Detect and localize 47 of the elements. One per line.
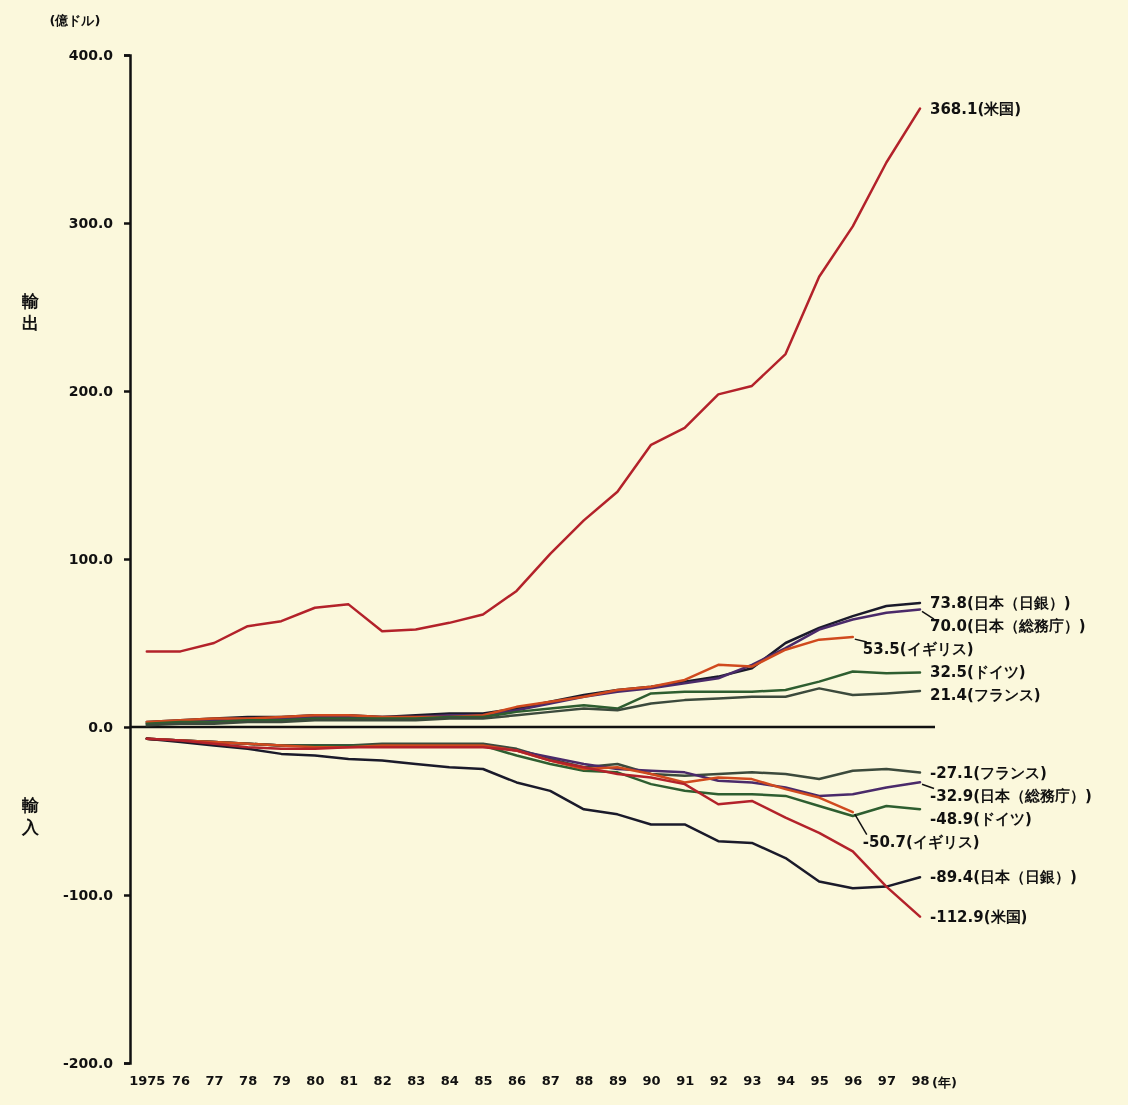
x-tick-label: 98 — [911, 1073, 930, 1089]
text: 輸入 — [20, 795, 40, 837]
x-tick-label: 79 — [272, 1073, 291, 1089]
x-tick-label: 83 — [407, 1073, 426, 1089]
data-label: 368.1(米国) — [930, 99, 1022, 118]
data-label: 32.5(ドイツ) — [930, 663, 1026, 682]
y-tick-label: 0.0 — [88, 718, 114, 735]
x-tick-label: 95 — [810, 1073, 829, 1089]
data-label: -50.7(イギリス) — [862, 832, 980, 851]
x-tick-label: 88 — [575, 1073, 594, 1089]
data-label: -48.9(ドイツ) — [930, 809, 1032, 828]
data-label: -112.9(米国) — [930, 907, 1028, 926]
x-tick-label: 90 — [642, 1073, 661, 1089]
data-label: -27.1(フランス) — [930, 763, 1047, 782]
x-tick-label: 78 — [239, 1073, 258, 1089]
y-tick-label: 200.0 — [68, 382, 114, 399]
x-tick-label: 82 — [373, 1073, 392, 1089]
data-label: 70.0(日本（総務庁）) — [930, 617, 1086, 636]
x-tick-label: 86 — [508, 1073, 527, 1089]
x-tick-label: 80 — [306, 1073, 325, 1089]
x-tick-label: 97 — [877, 1073, 896, 1089]
y-tick-label: -100.0 — [62, 886, 114, 903]
x-tick-label: 1975 — [129, 1073, 166, 1089]
y-tick-label: 100.0 — [68, 550, 114, 567]
x-axis-title: (年) — [932, 1075, 957, 1090]
y-tick-label: 400.0 — [68, 46, 114, 63]
y-axis-title: (億ドル) — [49, 13, 101, 28]
x-tick-label: 93 — [743, 1073, 762, 1089]
x-tick-label: 89 — [608, 1073, 627, 1089]
x-tick-label: 96 — [844, 1073, 863, 1089]
data-label: -89.4(日本（日銀）) — [930, 868, 1077, 887]
x-tick-label: 94 — [776, 1073, 796, 1089]
data-label: -32.9(日本（総務庁）) — [930, 786, 1092, 805]
data-label: 21.4(フランス) — [930, 686, 1041, 705]
y-tick-label: -200.0 — [62, 1054, 114, 1071]
x-tick-label: 92 — [709, 1073, 728, 1089]
y-tick-label: 300.0 — [68, 214, 114, 231]
text: 輸出 — [20, 291, 40, 333]
x-tick-label: 84 — [440, 1073, 459, 1089]
x-tick-label: 81 — [339, 1073, 359, 1089]
x-tick-label: 87 — [541, 1073, 560, 1089]
x-tick-label: 77 — [205, 1073, 224, 1089]
x-tick-label: 91 — [676, 1073, 695, 1089]
x-tick-label: 76 — [171, 1073, 190, 1089]
x-tick-label: 85 — [474, 1073, 493, 1089]
data-label: 73.8(日本（日銀）) — [930, 594, 1071, 613]
data-label: 53.5(イギリス) — [862, 640, 974, 659]
